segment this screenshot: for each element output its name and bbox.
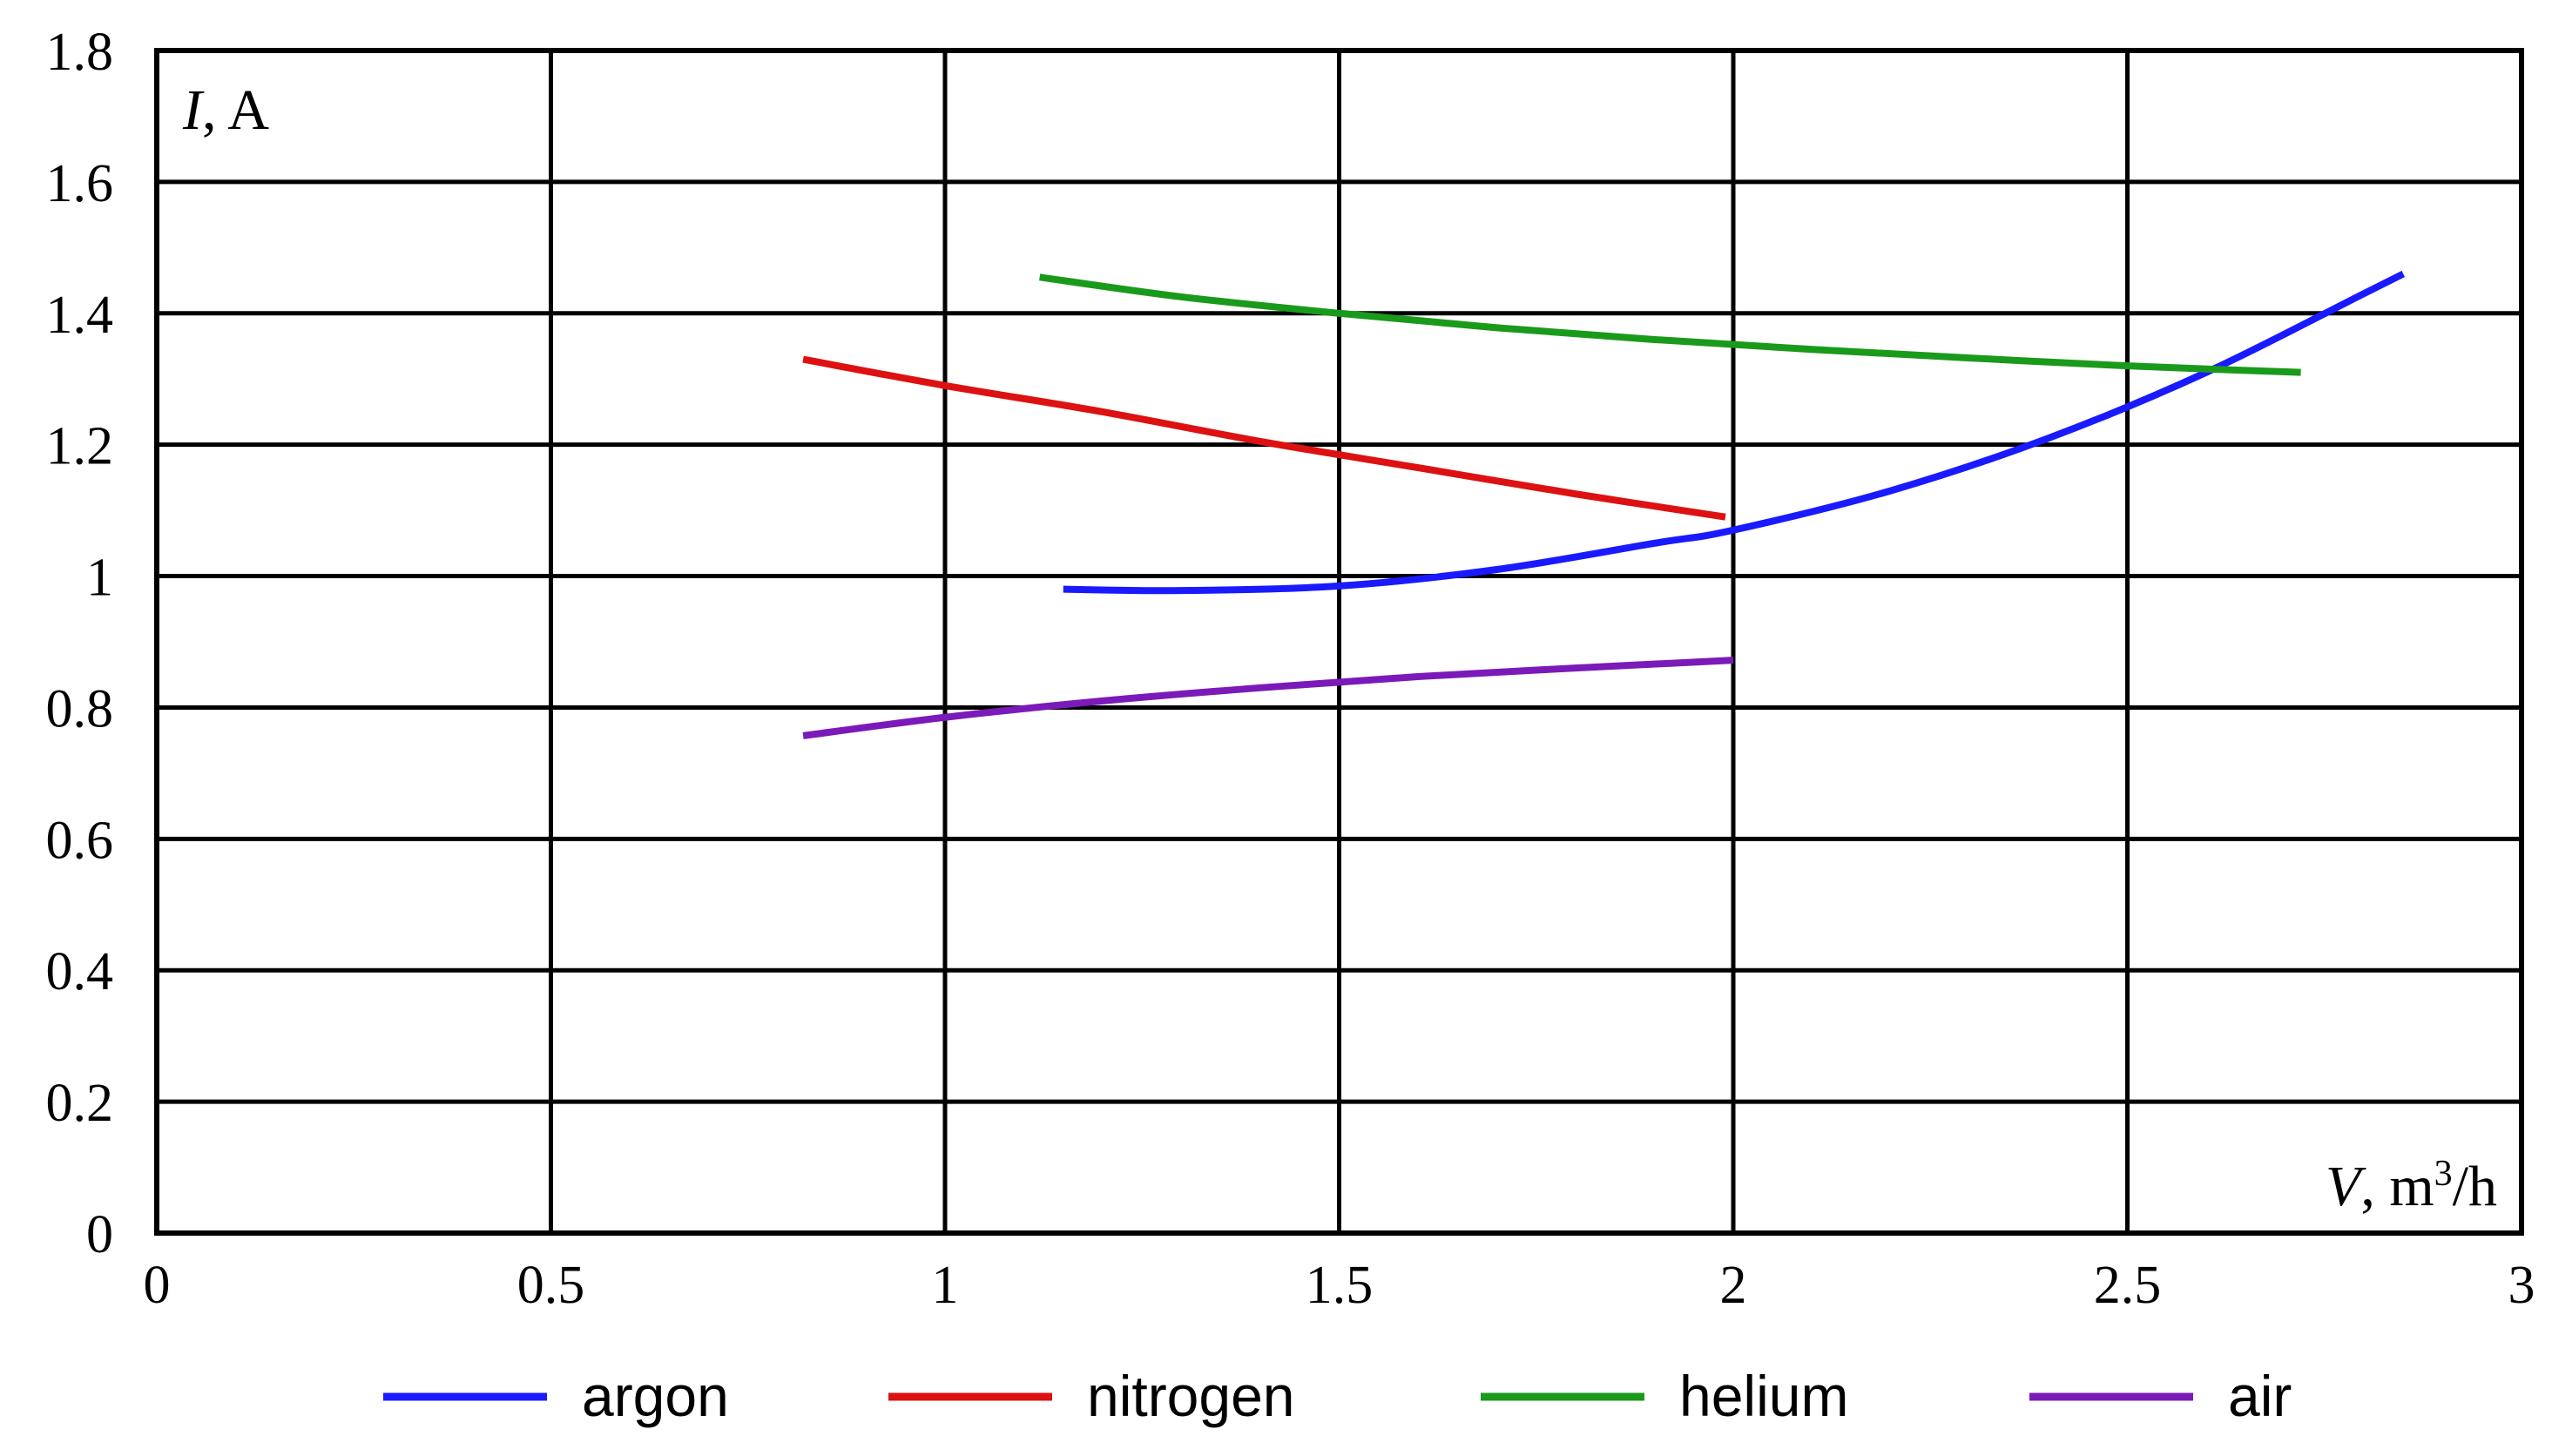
x-axis-unit-part1: , m: [2360, 1155, 2434, 1218]
x-axis-unit-superscript: 3: [2434, 1154, 2453, 1194]
y-tick-label: 1.8: [46, 23, 114, 82]
y-tick-label: 1.6: [46, 154, 114, 213]
x-tick-label: 2.5: [2094, 1256, 2162, 1315]
series-line-nitrogen: [802, 355, 1726, 521]
x-tick-label: 3: [2508, 1256, 2535, 1315]
legend-label-helium: helium: [1679, 1364, 1848, 1428]
grid: [157, 51, 2522, 1233]
y-axis-unit: , A: [202, 78, 269, 142]
legend-label-argon: argon: [582, 1364, 729, 1428]
y-tick-label: 1: [86, 549, 113, 608]
y-tick-label: 0.2: [46, 1074, 114, 1133]
x-tick-label: 2: [1720, 1256, 1747, 1315]
tick-labels: 0 0.5 1 1.5 2 2.5 3 0 0.2 0.4 0.6 0.8 1 1.2 1.4 1.6 1.8: [46, 23, 2535, 1315]
legend-label-nitrogen: nitrogen: [1087, 1364, 1295, 1428]
legend-label-air: air: [2228, 1364, 2292, 1428]
y-tick-label: 0: [86, 1205, 113, 1264]
plot-area-frame: [154, 48, 2524, 1236]
y-axis-title: I, A: [182, 78, 269, 142]
x-tick-label: 1.5: [1306, 1256, 1374, 1315]
legend: argon nitrogen helium air: [383, 1364, 2292, 1428]
y-tick-label: 0.4: [46, 942, 114, 1001]
series-line-air: [802, 657, 1734, 739]
y-tick-label: 1.2: [46, 417, 114, 476]
x-tick-label: 0: [144, 1256, 171, 1315]
series-line-helium: [1039, 273, 2301, 376]
x-tick-label: 0.5: [517, 1256, 585, 1315]
x-axis-unit-part2: /h: [2453, 1155, 2497, 1218]
x-axis-variable: V: [2326, 1155, 2366, 1218]
x-tick-label: 1: [932, 1256, 959, 1315]
y-axis-variable: I: [182, 78, 205, 142]
y-tick-label: 0.8: [46, 679, 114, 738]
y-tick-label: 0.6: [46, 811, 114, 870]
y-tick-label: 1.4: [46, 286, 114, 345]
x-axis-title: V, m3/h: [2326, 1154, 2497, 1218]
series-layer: [802, 270, 2406, 739]
